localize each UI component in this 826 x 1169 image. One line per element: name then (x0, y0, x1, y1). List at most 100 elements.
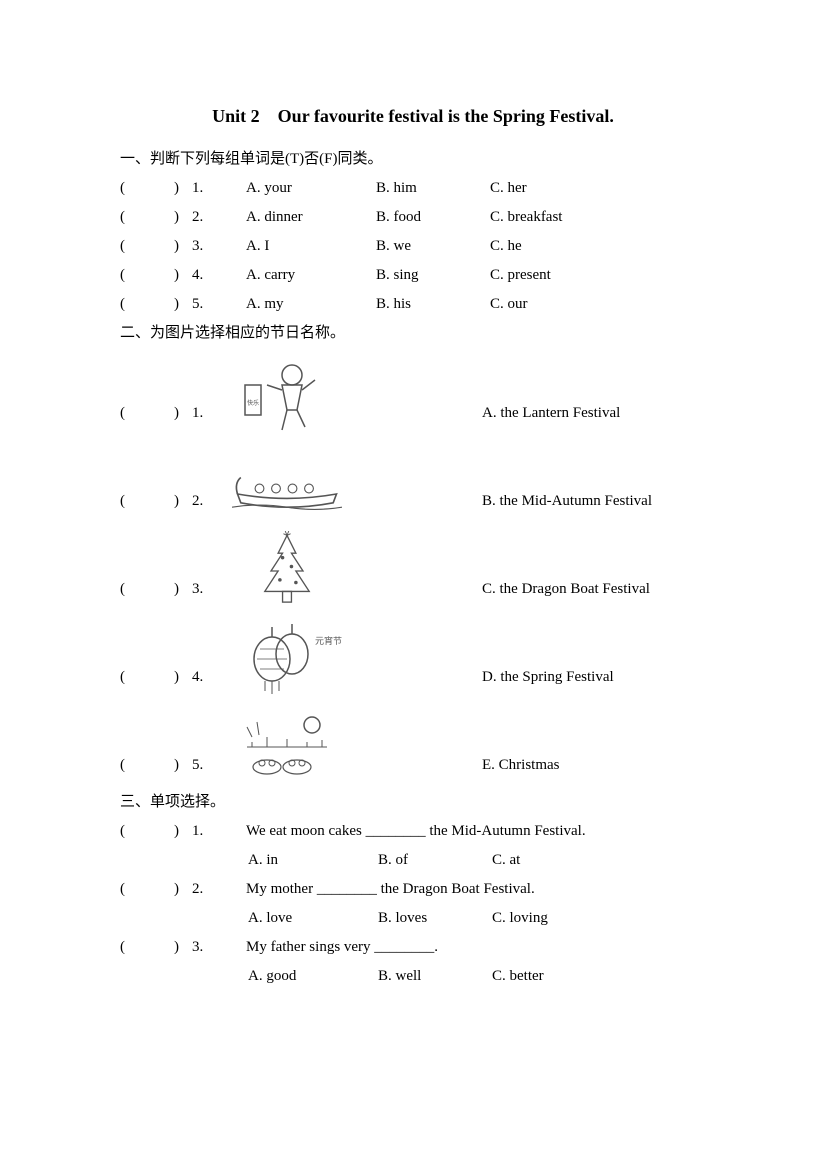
question-text: My father sings very ________. (246, 934, 706, 961)
option-a: A. carry (246, 262, 376, 289)
option-c: C. breakfast (490, 204, 706, 231)
paren-close: ) (174, 175, 192, 202)
q3-3-options: A. good B. well C. better (120, 963, 706, 990)
lantern-icon: 元宵节 (232, 619, 342, 699)
answer-blank[interactable] (138, 515, 174, 523)
answer-blank[interactable] (138, 691, 174, 699)
question-text: We eat moon cakes ________ the Mid-Autum… (246, 818, 706, 845)
option-c: C. loving (492, 905, 706, 932)
option-b: B. loves (378, 905, 492, 932)
q3-3-row: ( ) 3. My father sings very ________. (120, 934, 706, 961)
question-number: 2. (192, 204, 246, 231)
question-number: 3. (192, 934, 246, 961)
q2-1-row: ( ) 1. 快乐 A. the Lantern Festival (120, 355, 706, 435)
question-number: 4. (192, 262, 246, 289)
q2-4-row: ( ) 4. 元宵节 D. the Spring Festival (120, 619, 706, 699)
answer-blank[interactable] (138, 779, 174, 787)
section2-header: 二、为图片选择相应的节日名称。 (120, 320, 706, 347)
paren-open: ( (120, 576, 138, 611)
page-title: Unit 2 Our favourite festival is the Spr… (120, 100, 706, 132)
option-c: C. better (492, 963, 706, 990)
question-number: 3. (192, 233, 246, 260)
paren-open: ( (120, 876, 138, 903)
question-number: 1. (192, 400, 232, 435)
paren-open: ( (120, 400, 138, 435)
answer-blank[interactable] (138, 603, 174, 611)
section3-header: 三、单项选择。 (120, 789, 706, 816)
option-a: A. I (246, 233, 376, 260)
option-a: A. love (248, 905, 378, 932)
q1-5-row: ( ) 5. A. my B. his C. our (120, 291, 706, 318)
option-c: C. at (492, 847, 706, 874)
question-number: 2. (192, 488, 232, 523)
option-text: B. the Mid-Autumn Festival (342, 488, 652, 523)
q1-4-row: ( ) 4. A. carry B. sing C. present (120, 262, 706, 289)
mid-autumn-icon (232, 707, 342, 787)
paren-close: ) (174, 400, 192, 435)
paren-close: ) (174, 934, 192, 961)
option-a: A. in (248, 847, 378, 874)
paren-close: ) (174, 752, 192, 787)
paren-open: ( (120, 291, 138, 318)
christmas-tree-icon (232, 531, 342, 611)
option-b: B. well (378, 963, 492, 990)
q1-1-row: ( ) 1. A. your B. him C. her (120, 175, 706, 202)
svg-text:快乐: 快乐 (247, 399, 259, 407)
option-b: B. of (378, 847, 492, 874)
question-number: 3. (192, 576, 232, 611)
option-b: B. his (376, 291, 490, 318)
paren-close: ) (174, 233, 192, 260)
paren-close: ) (174, 664, 192, 699)
section1-header: 一、判断下列每组单词是(T)否(F)同类。 (120, 146, 706, 173)
option-b: B. we (376, 233, 490, 260)
paren-close: ) (174, 204, 192, 231)
option-c: C. our (490, 291, 706, 318)
question-number: 1. (192, 175, 246, 202)
paren-close: ) (174, 876, 192, 903)
q2-5-row: ( ) 5. E. Christmas (120, 707, 706, 787)
option-a: A. dinner (246, 204, 376, 231)
option-a: A. my (246, 291, 376, 318)
q3-1-row: ( ) 1. We eat moon cakes ________ the Mi… (120, 818, 706, 845)
option-c: C. he (490, 233, 706, 260)
paren-open: ( (120, 752, 138, 787)
answer-blank[interactable] (138, 427, 174, 435)
q1-3-row: ( ) 3. A. I B. we C. he (120, 233, 706, 260)
option-text: D. the Spring Festival (342, 664, 614, 699)
q2-2-row: ( ) 2. B. the Mid-Autumn Festival (120, 443, 706, 523)
q3-1-options: A. in B. of C. at (120, 847, 706, 874)
option-text: A. the Lantern Festival (342, 400, 620, 435)
option-c: C. present (490, 262, 706, 289)
question-number: 4. (192, 664, 232, 699)
q1-2-row: ( ) 2. A. dinner B. food C. breakfast (120, 204, 706, 231)
paren-open: ( (120, 664, 138, 699)
option-c: C. her (490, 175, 706, 202)
paren-open: ( (120, 488, 138, 523)
paren-open: ( (120, 262, 138, 289)
question-number: 5. (192, 752, 232, 787)
question-number: 1. (192, 818, 246, 845)
paren-open: ( (120, 934, 138, 961)
paren-close: ) (174, 291, 192, 318)
question-number: 2. (192, 876, 246, 903)
paren-open: ( (120, 233, 138, 260)
paren-open: ( (120, 175, 138, 202)
paren-close: ) (174, 262, 192, 289)
paren-close: ) (174, 818, 192, 845)
paren-open: ( (120, 818, 138, 845)
option-b: B. food (376, 204, 490, 231)
q2-3-row: ( ) 3. C. the Dragon Boat Festival (120, 531, 706, 611)
paren-close: ) (174, 576, 192, 611)
paren-open: ( (120, 204, 138, 231)
option-text: E. Christmas (342, 752, 560, 787)
dragon-boat-icon (232, 443, 342, 523)
svg-text:元宵节: 元宵节 (315, 635, 342, 646)
paren-close: ) (174, 488, 192, 523)
question-text: My mother ________ the Dragon Boat Festi… (246, 876, 706, 903)
spring-festival-icon: 快乐 (232, 355, 342, 435)
option-a: A. your (246, 175, 376, 202)
q3-2-options: A. love B. loves C. loving (120, 905, 706, 932)
option-a: A. good (248, 963, 378, 990)
option-b: B. sing (376, 262, 490, 289)
question-number: 5. (192, 291, 246, 318)
